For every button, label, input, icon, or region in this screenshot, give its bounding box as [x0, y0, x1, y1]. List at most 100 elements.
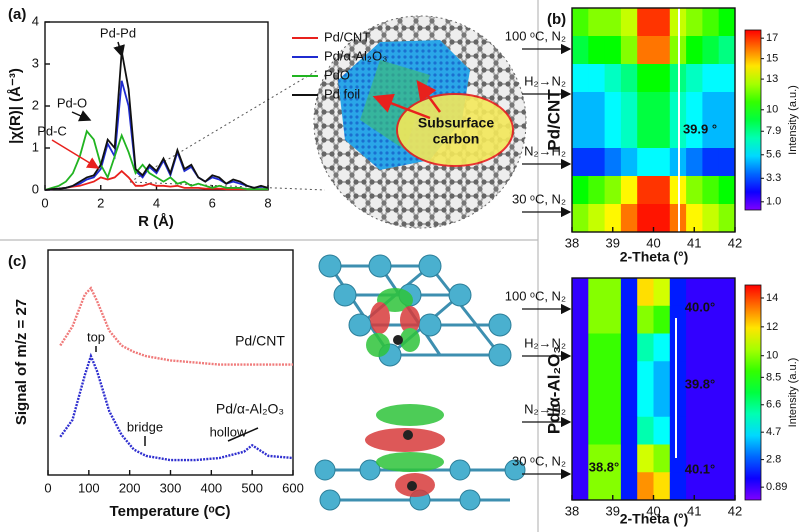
x-axis-label: R (Å) [138, 213, 174, 230]
x-tick-label: 42 [728, 235, 742, 250]
heatmap-cell [637, 361, 654, 390]
heatmap-cell [604, 120, 622, 149]
heatmap-cell [653, 444, 671, 473]
series-line [44, 80, 269, 191]
colorbar-tick-label: 4.7 [766, 426, 781, 438]
y-tick-label: 2 [32, 97, 39, 112]
heatmap-cell [604, 416, 622, 445]
annotation-pointer [227, 427, 259, 442]
heatmap-cell [702, 444, 720, 473]
condition-label: N₂→H₂ [524, 143, 566, 158]
x-tick-label: 300 [160, 480, 182, 495]
heatmap-cell [588, 416, 606, 445]
heatmap-cell [620, 36, 638, 65]
heatmap-cell [702, 92, 720, 121]
panel-label: (a) [8, 6, 26, 23]
heatmap-cell [637, 148, 654, 177]
heatmap-cell [718, 36, 736, 65]
heatmap-cell [669, 416, 687, 445]
heatmap-cell [718, 176, 736, 205]
inset-label: carbon [433, 131, 480, 147]
molecular-models [314, 254, 526, 511]
heatmap-cell [686, 8, 703, 37]
heatmap-cell [604, 204, 622, 233]
heatmap-cell [572, 472, 589, 501]
heatmap-cell [669, 333, 687, 362]
inset-label: Subsurface [418, 115, 494, 131]
heatmap-cell [702, 120, 720, 149]
peak-annotation: 38.8° [589, 459, 620, 474]
heatmap-cell [718, 305, 736, 334]
heatmap-cell [572, 92, 589, 121]
heatmap-cell [620, 176, 638, 205]
heatmap-cell [653, 472, 671, 501]
plot-frame [47, 249, 294, 476]
condition-label: 100 ᵒC, N₂ [505, 288, 566, 303]
x-tick-label: 200 [119, 480, 141, 495]
heatmap-cell [702, 361, 720, 390]
heatmap-cell [572, 305, 589, 334]
heatmap-cell [718, 148, 736, 177]
heatmap-cell [620, 444, 638, 473]
heatmap-cell [702, 64, 720, 93]
heatmap-cell [669, 472, 687, 501]
heatmap-cell [588, 389, 606, 418]
heatmap-cell [702, 148, 720, 177]
peak-annotation: 40.0° [685, 299, 716, 314]
heatmap-cell [686, 361, 703, 390]
heatmap-cell [604, 444, 622, 473]
heatmap-cell [588, 204, 606, 233]
heatmap-cell [702, 472, 720, 501]
heatmap-cell [620, 333, 638, 362]
colorbar-tick-label: 17 [766, 32, 778, 44]
heatmap-cell [718, 472, 736, 501]
series-line [44, 51, 269, 191]
condition-label: H₂→N₂ [524, 335, 566, 350]
heatmap-cell [620, 472, 638, 501]
x-tick-label: 0 [44, 480, 51, 495]
colorbar-tick-label: 7.9 [766, 125, 781, 137]
colorbar-tick-label: 1.0 [766, 196, 781, 208]
colorbar-tick-label: 0.89 [766, 481, 787, 493]
colorbar-label: Intensity (a.u.) [787, 358, 799, 428]
heatmap-cell [572, 333, 589, 362]
heatmap-cell [718, 361, 736, 390]
colorbar-tick-label: 6.6 [766, 399, 781, 411]
heatmap-cell [718, 333, 736, 362]
peak-annotation: 39.8° [685, 376, 716, 391]
heatmap-cell [653, 333, 671, 362]
heatmap-cell [572, 148, 589, 177]
heatmap-cell [572, 389, 589, 418]
heatmap-cell [637, 333, 654, 362]
x-tick-label: 500 [241, 480, 263, 495]
heatmap-cell [718, 444, 736, 473]
panel-label: (b) [547, 11, 566, 28]
heatmap-cell [686, 176, 703, 205]
heatmap-cell [588, 361, 606, 390]
heatmap-cell [588, 444, 606, 473]
heatmap-cell [653, 176, 671, 205]
heatmap-cell [620, 92, 638, 121]
x-tick-label: 6 [209, 195, 216, 210]
heatmap-cell [588, 333, 606, 362]
colorbar [744, 29, 762, 211]
x-tick-label: 39 [606, 503, 620, 518]
colorbar-tick-label: 5.6 [766, 149, 781, 161]
inset-illustration [129, 15, 527, 229]
x-tick-label: 8 [264, 195, 271, 210]
heatmap-cell [637, 64, 654, 93]
x-tick-label: 39 [606, 235, 620, 250]
heatmap-cell [604, 36, 622, 65]
x-tick-label: 2 [97, 195, 104, 210]
heatmap-cell [686, 333, 703, 362]
colorbar-tick-label: 10 [766, 104, 778, 116]
heatmap-cell [686, 64, 703, 93]
panel-label: (c) [8, 253, 26, 270]
heatmap-cell [604, 8, 622, 37]
heatmap-cell [686, 204, 703, 233]
heatmap-cell [718, 8, 736, 37]
colorbar-tick-label: 2.8 [766, 454, 781, 466]
heatmap-cell [588, 278, 606, 307]
heatmap-cell [604, 472, 622, 501]
heatmap-cell [588, 305, 606, 334]
